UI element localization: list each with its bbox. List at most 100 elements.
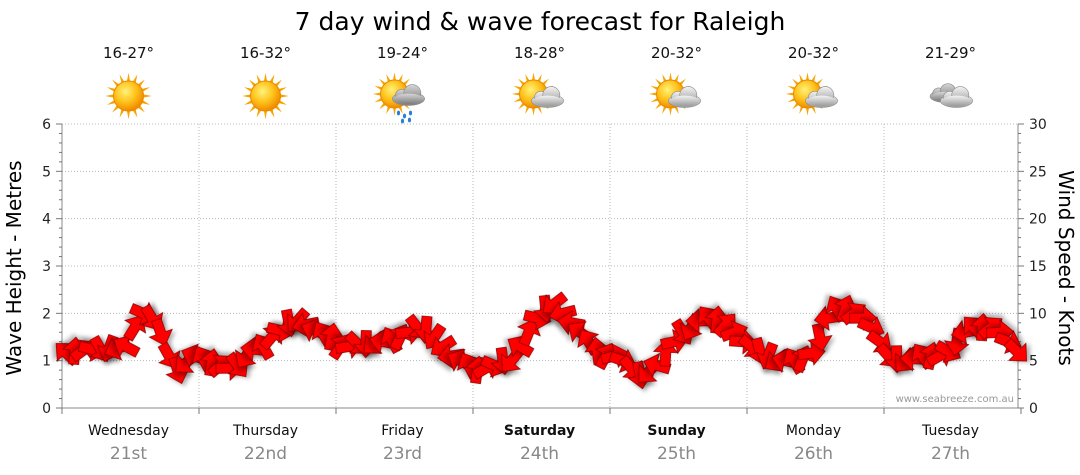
sun-ray [277, 99, 287, 105]
partly-cloudy-icon [511, 72, 564, 116]
y-axis-right-title: Wind Speed - Knots [1054, 170, 1078, 366]
wind-arrow [807, 322, 833, 352]
y-tick-label-left: 4 [42, 212, 51, 228]
watermark: www.seabreeze.com.au [896, 394, 1014, 405]
sun-ray [648, 92, 658, 96]
day-date: 22nd [244, 444, 287, 464]
y-tick-label-right: 20 [1029, 212, 1047, 228]
axes: 0 1 2 3 4 5 6 0 5 10 15 20 25 30 [42, 117, 1047, 417]
sun-ray [269, 108, 275, 118]
sun-ray [668, 72, 673, 81]
sun-ray [256, 74, 262, 84]
sun-ray [126, 72, 131, 82]
wind-series [55, 291, 1028, 390]
sun-ray [392, 107, 397, 116]
sun-ray [256, 108, 262, 118]
y-tick-label-left: 3 [42, 259, 51, 275]
sun-ray [107, 87, 117, 93]
sun-ray [668, 107, 673, 116]
sun-ray [513, 85, 522, 91]
y-axis-left-title: Wave Height - Metres [2, 160, 26, 375]
sunny-icon [105, 72, 152, 120]
sun-ray [105, 94, 115, 98]
y-tick-label-right: 0 [1029, 401, 1038, 417]
sun-ray [787, 97, 796, 103]
sun-ray [386, 105, 391, 115]
day-name: Sunday [647, 423, 705, 439]
day-date: 27th [931, 444, 970, 464]
cloud-shape [940, 86, 973, 108]
day-date: 25th [657, 444, 696, 464]
day-date: 26th [794, 444, 833, 464]
rain-drop [396, 110, 401, 116]
wind-arrow [516, 318, 541, 347]
sun-ray [132, 74, 138, 84]
sun-ray [785, 92, 795, 96]
sun-ray [126, 110, 131, 120]
rain-drop [407, 117, 412, 123]
y-tick-label-right: 10 [1029, 306, 1047, 322]
day-column-thursday: 16-32° Thursday 22nd [232, 44, 298, 464]
sun-ray [244, 99, 254, 105]
temperature-range: 19-24° [377, 44, 428, 62]
sun-ray [537, 73, 542, 83]
sun-ray [242, 94, 252, 98]
sun-ray [119, 108, 125, 118]
sunny-icon [242, 72, 289, 120]
sun-ray [811, 73, 816, 83]
sun-ray [279, 94, 289, 98]
sun-ray [374, 85, 383, 91]
sun-ray [531, 72, 536, 81]
y-tick-label-left: 5 [42, 164, 51, 180]
y-tick-label-right: 25 [1029, 164, 1047, 180]
sun-ray [263, 72, 268, 82]
temperature-range: 18-28° [514, 44, 565, 62]
cloud-shape [531, 86, 564, 108]
sun-disc [113, 80, 144, 112]
sun-ray [674, 73, 679, 83]
temperature-range: 20-32° [788, 44, 839, 62]
temperature-range: 16-32° [240, 44, 291, 62]
sun-ray [799, 105, 804, 115]
sun-ray [805, 72, 810, 81]
sun-ray [662, 73, 667, 83]
y-tick-label-right: 30 [1029, 117, 1047, 133]
y-tick-label-right: 5 [1029, 354, 1038, 370]
sun-cloud-rain-icon [372, 72, 425, 124]
day-name: Wednesday [88, 423, 169, 439]
day-date: 21st [110, 444, 147, 464]
day-name: Thursday [232, 423, 298, 439]
sun-ray [787, 85, 796, 91]
y-tick-label-left: 0 [42, 401, 51, 417]
day-column-monday: 20-32° Monday 26th [785, 44, 841, 464]
sun-ray [244, 87, 254, 93]
day-columns: 16-27° Wednesday 21st 16-32° Thursday 22nd 19-… [88, 44, 979, 464]
sun-ray [531, 107, 536, 116]
day-column-sunday: 20-32° Sunday 25th [647, 44, 705, 464]
sun-ray [142, 94, 152, 98]
wind-arrow [643, 352, 672, 378]
sun-ray [386, 73, 391, 83]
sun-ray [799, 73, 804, 83]
cloud-shape [392, 84, 425, 106]
day-name: Monday [786, 423, 841, 439]
sun-ray [263, 110, 268, 120]
sun-ray [277, 87, 287, 93]
chart-title: 7 day wind & wave forecast for Raleigh [295, 7, 786, 36]
partly-cloudy-icon [785, 72, 838, 116]
temperature-range: 16-27° [103, 44, 154, 62]
sun-ray [650, 85, 659, 91]
cloud-shape [668, 86, 701, 108]
temperature-range: 20-32° [651, 44, 702, 62]
sun-ray [398, 105, 403, 115]
rain-drop [400, 118, 405, 124]
sun-ray [513, 97, 522, 103]
day-column-friday: 19-24° Friday 23rd [372, 44, 428, 464]
sun-ray [140, 87, 150, 93]
day-column-tuesday: 21-29° Tuesday 27th [921, 44, 979, 464]
sun-ray [107, 99, 117, 105]
sun-ray [805, 107, 810, 116]
sun-ray [650, 97, 659, 103]
sun-ray [537, 105, 542, 115]
